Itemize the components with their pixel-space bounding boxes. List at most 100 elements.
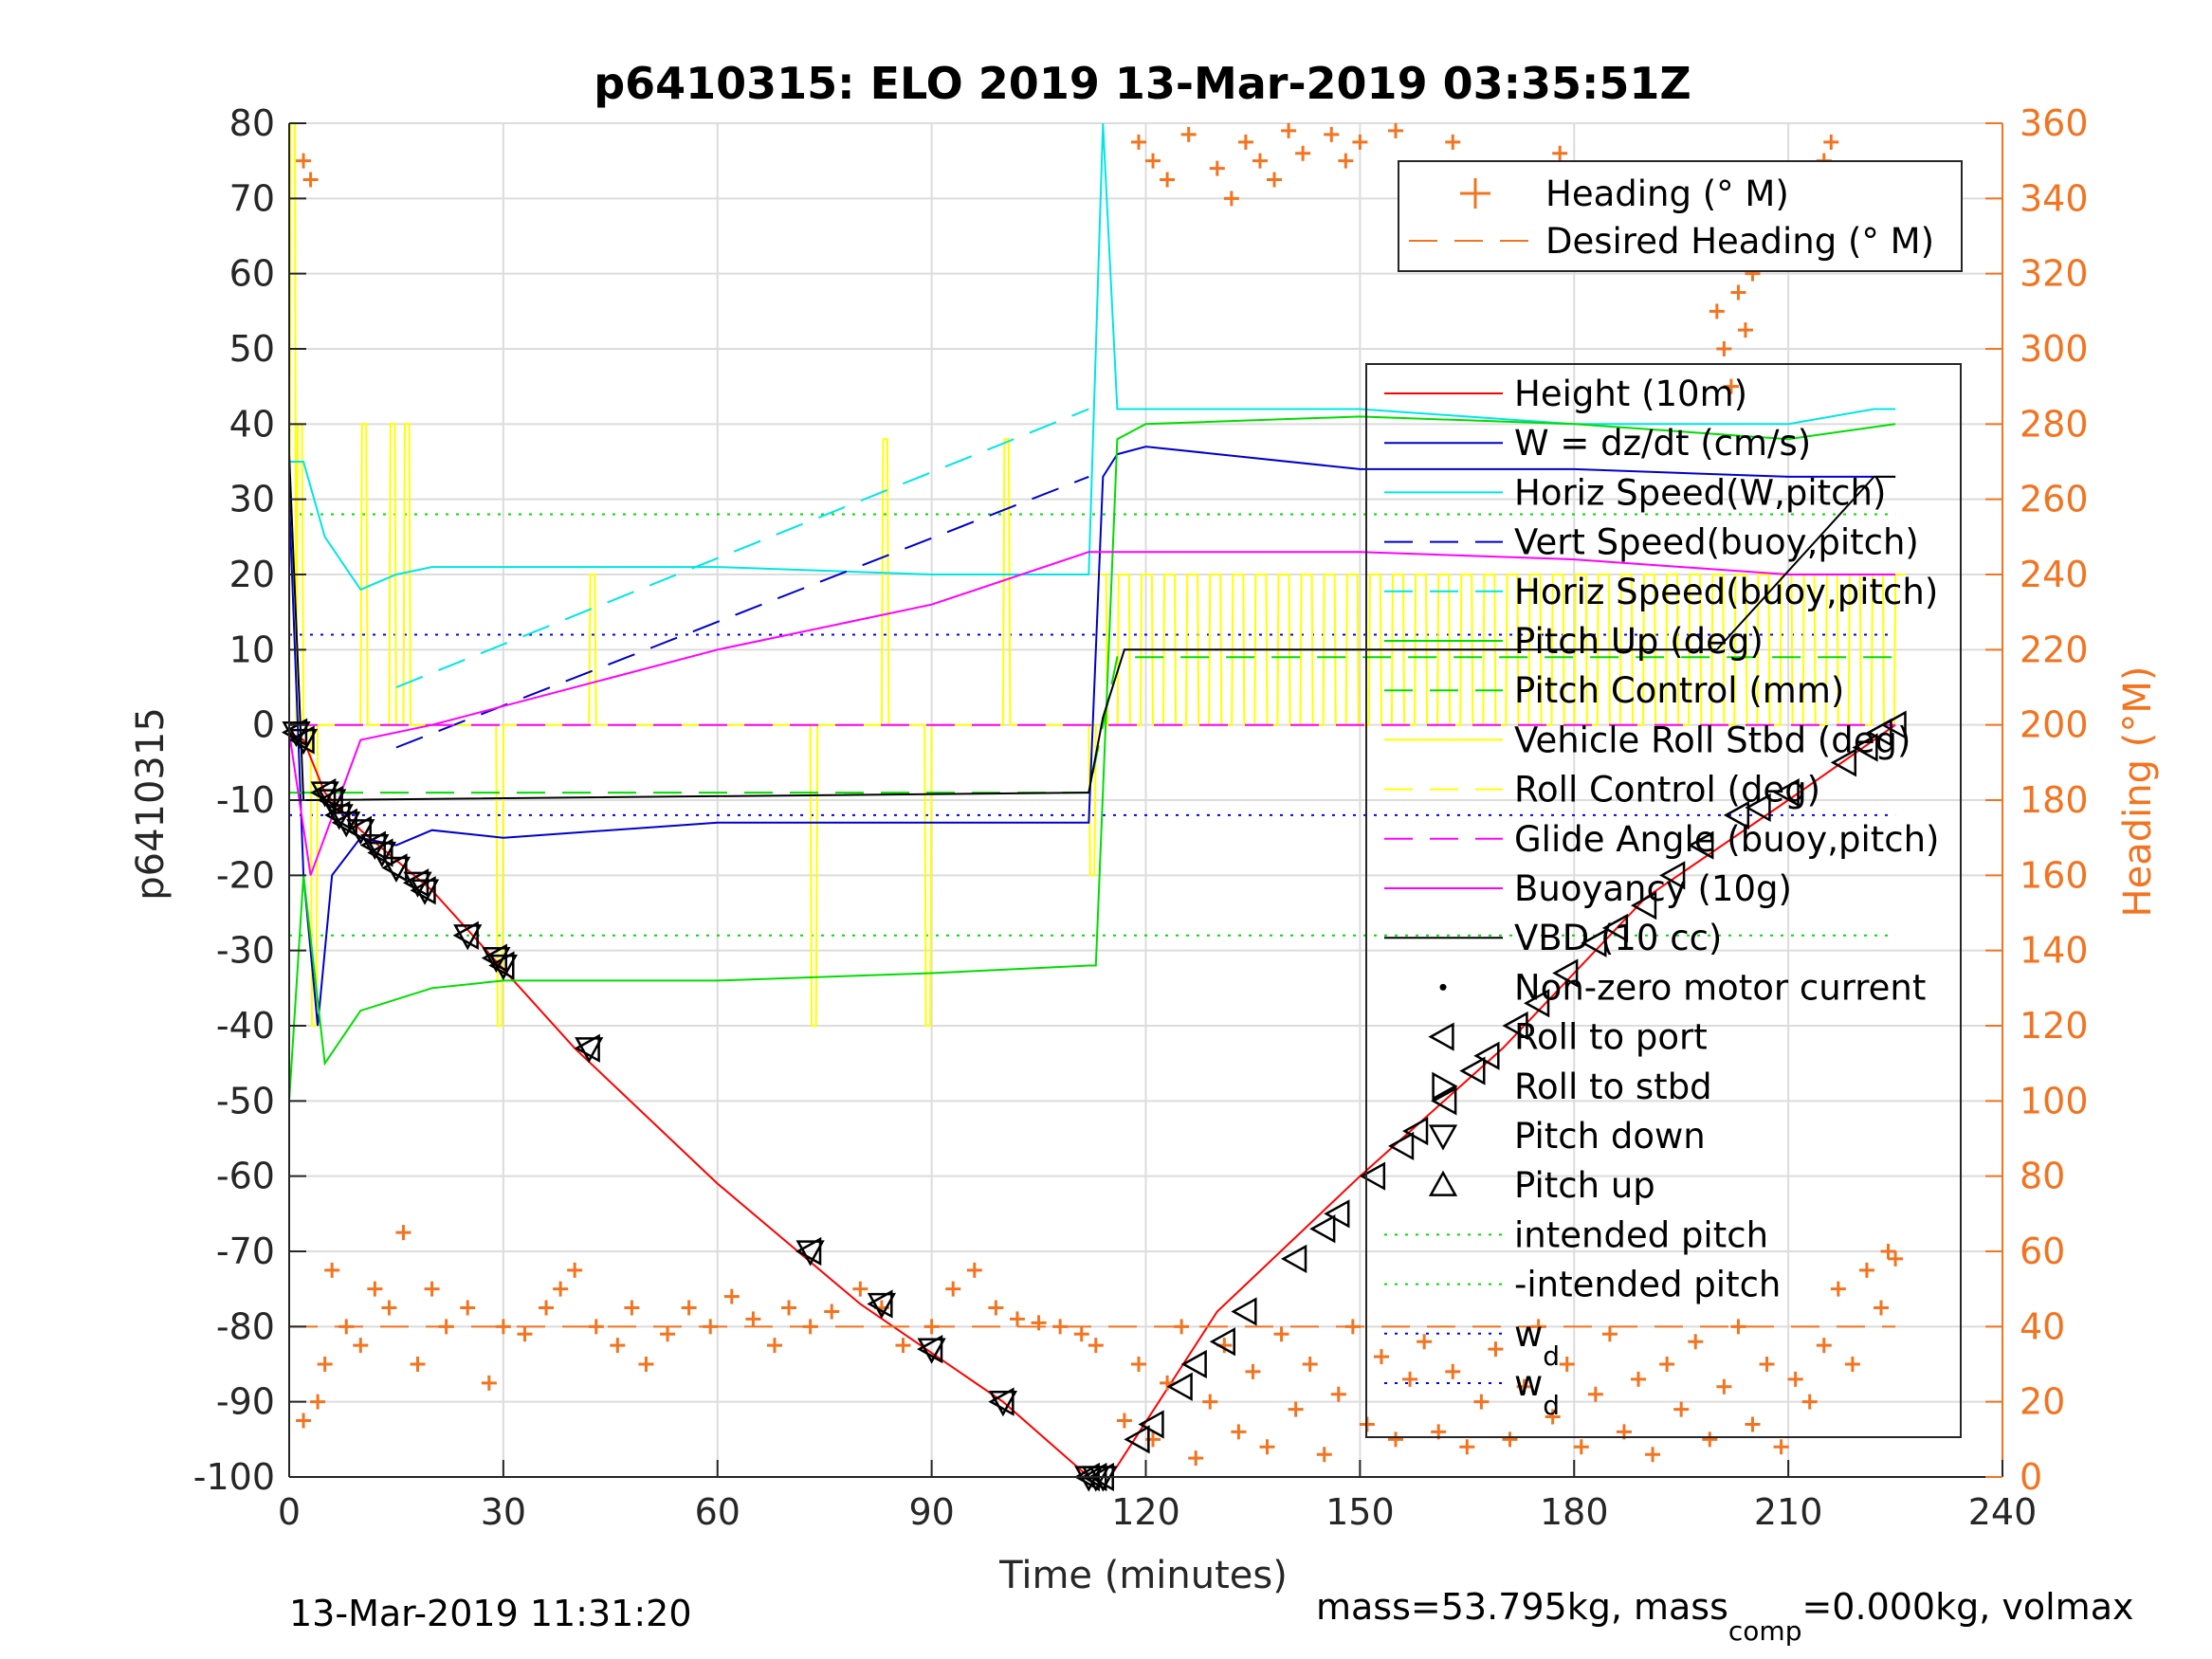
- x-tick-label: 0: [278, 1491, 301, 1533]
- heading-point: [1688, 1334, 1704, 1350]
- x-tick-label: 120: [1111, 1491, 1180, 1533]
- marker-left: [1852, 733, 1878, 762]
- heading-point: [1516, 1378, 1532, 1395]
- legend-wd-label: wd: [1514, 1363, 1560, 1421]
- heading-point: [1737, 322, 1753, 338]
- marker-left: [1180, 1349, 1207, 1379]
- marker-down: [346, 819, 375, 846]
- y-tick-label: -60: [216, 1156, 275, 1197]
- marker-left: [988, 1387, 1015, 1416]
- series-buoyancy-10g: [288, 551, 1896, 876]
- marker-down: [917, 1338, 946, 1364]
- marker-left: [1166, 1372, 1193, 1401]
- heading-point: [703, 1319, 719, 1335]
- marker-down: [288, 728, 319, 756]
- y2-tick-label: 60: [2020, 1231, 2065, 1272]
- legend-desired-label: Desired Heading (° M): [1545, 221, 1934, 262]
- x-tick-label: 180: [1540, 1491, 1609, 1533]
- marker-down: [795, 1240, 825, 1267]
- marker-left: [1581, 928, 1607, 957]
- heading-point: [367, 1281, 383, 1297]
- y2-tick-label: 360: [2020, 102, 2089, 144]
- y-tick-label: 70: [229, 177, 275, 219]
- heading-point: [1445, 134, 1461, 150]
- y2-tick-label: 80: [2020, 1156, 2065, 1197]
- heading-point: [296, 153, 312, 169]
- series-horiz-speed-buoy-pitch: [395, 408, 1089, 688]
- heading-point: [1601, 1326, 1618, 1342]
- heading-point: [624, 1300, 640, 1316]
- y2-tick-label: 180: [2020, 779, 2089, 821]
- legend-entry-label: Vehicle Roll Stbd (deg): [1514, 720, 1910, 760]
- series-vert-speed-buoy-pitch: [395, 475, 1089, 749]
- heading-point: [553, 1281, 569, 1297]
- marker-down: [367, 841, 397, 868]
- heading-point: [1344, 1319, 1361, 1335]
- marker-left: [1688, 830, 1714, 860]
- heading-point: [1730, 1319, 1746, 1335]
- legend-marker: [1428, 1124, 1458, 1151]
- legend-entry-label: Pitch Up (deg): [1514, 621, 1764, 662]
- legend-entry-label: Horiz Speed(W,pitch): [1514, 472, 1886, 513]
- heading-point: [1088, 1338, 1104, 1354]
- heading-point: [638, 1357, 654, 1372]
- legend-heading-box: [1398, 160, 1963, 272]
- heading-point: [1844, 1357, 1860, 1372]
- y-tick-label: 40: [229, 403, 275, 445]
- x-tick-label: 210: [1754, 1491, 1823, 1533]
- heading-point: [1488, 1341, 1504, 1358]
- heading-point: [302, 172, 319, 188]
- heading-point: [802, 1319, 818, 1335]
- y2-tick-label: 320: [2020, 253, 2089, 295]
- marker-down: [988, 1391, 1018, 1417]
- heading-point: [567, 1262, 583, 1278]
- heading-point: [1223, 191, 1239, 207]
- heading-point: [353, 1338, 369, 1354]
- marker-left: [867, 1289, 893, 1319]
- heading-point: [1160, 172, 1176, 188]
- x-tick-label: 60: [695, 1491, 740, 1533]
- series-pitch-up-deg: [288, 415, 1896, 1102]
- heading-point: [1160, 1375, 1176, 1391]
- x-tick-label: 90: [908, 1491, 954, 1533]
- heading-point: [1245, 1363, 1261, 1379]
- marker-down: [575, 1037, 604, 1064]
- heading-point: [410, 1357, 426, 1372]
- heading-point: [1145, 153, 1161, 169]
- marker-left: [795, 1236, 822, 1267]
- marker-down: [867, 1292, 897, 1320]
- y2-tick-label: 260: [2020, 479, 2089, 520]
- marker-left: [1402, 1116, 1429, 1146]
- y2-tick-label: 140: [2020, 930, 2089, 972]
- marker-left: [1324, 1199, 1350, 1229]
- marker-left: [1773, 777, 1800, 808]
- marker-left: [381, 853, 408, 883]
- marker-down: [410, 879, 440, 905]
- heading-point: [1073, 1326, 1089, 1342]
- heading-point: [1052, 1319, 1069, 1335]
- heading-point: [723, 1288, 740, 1304]
- heading-point: [1267, 172, 1283, 188]
- marker-left: [1830, 748, 1857, 777]
- marker-left: [1209, 1327, 1235, 1357]
- legend-entry-label: Pitch up: [1514, 1165, 1655, 1206]
- legend-heading-label: Heading (° M): [1545, 173, 1789, 214]
- heading-point: [495, 1319, 511, 1335]
- heading-point: [988, 1300, 1004, 1316]
- y-tick-label: 80: [229, 102, 275, 144]
- legend-entry-label: Pitch Control (mm): [1514, 670, 1844, 711]
- y-tick-label: 10: [229, 629, 275, 670]
- marker-down: [332, 811, 361, 838]
- y2-tick-label: 40: [2020, 1305, 2065, 1347]
- heading-point: [1645, 1447, 1661, 1463]
- marker-left: [345, 815, 372, 845]
- marker-left: [1880, 710, 1907, 739]
- y2-axis-label: Heading (°M): [2116, 666, 2160, 918]
- legend-entry-label: -intended pitch: [1514, 1265, 1781, 1305]
- y-axis-label: p6410315: [129, 707, 173, 901]
- marker-left: [1745, 793, 1771, 823]
- legend-main: Height (10m) W = dz/dt (cm/s) Horiz Speed(…: [1365, 363, 1962, 1438]
- heading-point: [1302, 1357, 1318, 1372]
- y2-tick-label: 220: [2020, 629, 2089, 670]
